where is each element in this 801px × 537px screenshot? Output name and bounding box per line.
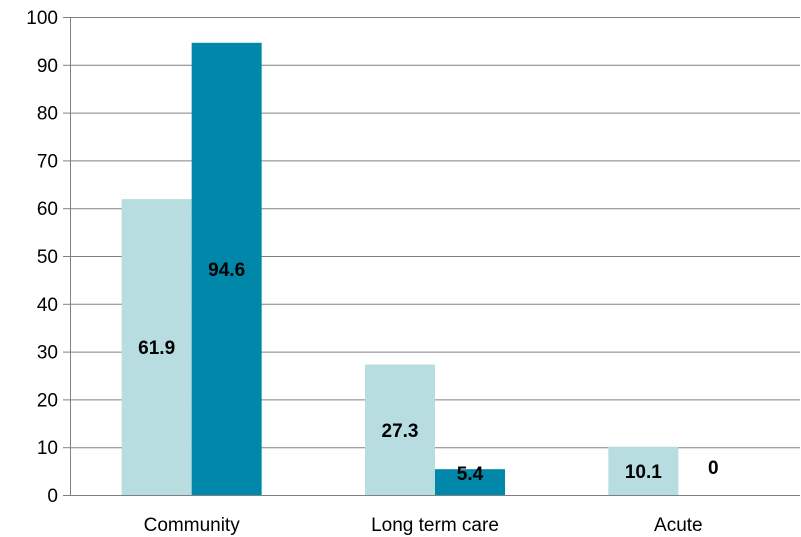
x-tick-label: Community xyxy=(144,515,241,536)
y-tick-label: 0 xyxy=(47,486,58,507)
y-tick-label: 10 xyxy=(37,438,58,459)
y-tick-label: 100 xyxy=(26,8,58,29)
data-label: 27.3 xyxy=(382,421,419,442)
labels: 0 10 20 30 40 50 60 70 80 90 100 61.9 94.6 Community 2… xyxy=(26,8,718,536)
data-label: 94.6 xyxy=(208,260,245,281)
y-tick-label: 60 xyxy=(37,199,58,220)
y-tick-label: 30 xyxy=(37,343,58,364)
y-tick-label: 80 xyxy=(37,104,58,125)
bar-1 xyxy=(365,364,435,495)
data-label: 61.9 xyxy=(138,338,175,359)
x-tick-label: Long term care xyxy=(371,515,499,536)
y-tick-label: 90 xyxy=(37,56,58,77)
bars xyxy=(121,42,679,496)
bar-1 xyxy=(608,446,679,495)
bar-2 xyxy=(435,469,505,495)
y-tick-label: 70 xyxy=(37,151,58,172)
data-label: 0 xyxy=(708,458,719,479)
bar-1 xyxy=(121,199,192,496)
y-tick-label: 50 xyxy=(37,247,58,268)
y-tick-label: 40 xyxy=(37,295,58,316)
bar-2 xyxy=(191,42,262,495)
y-tick-label: 20 xyxy=(37,390,58,411)
x-tick-label: Acute xyxy=(654,515,703,536)
axes xyxy=(63,17,800,496)
data-label: 10.1 xyxy=(625,462,662,483)
data-label: 5.4 xyxy=(457,464,484,485)
